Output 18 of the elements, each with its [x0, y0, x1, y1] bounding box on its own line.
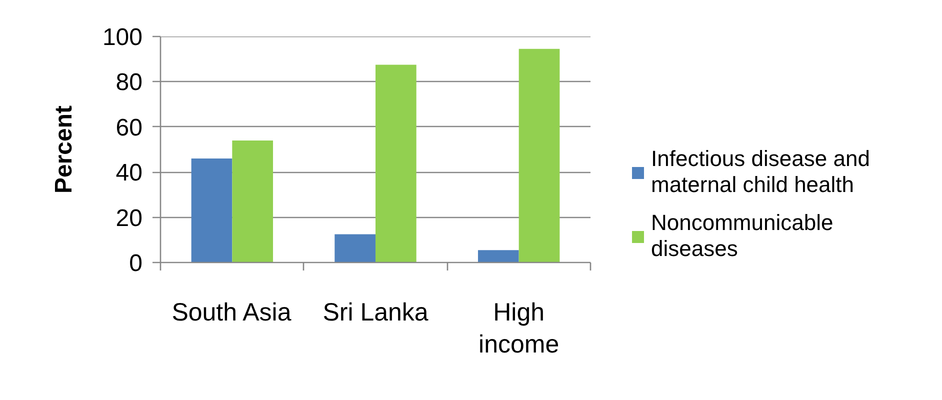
y-tick-label: 60 [116, 114, 143, 142]
bar [232, 140, 274, 262]
legend-label: Noncommunicable diseases [651, 210, 834, 262]
y-tick-label: 20 [116, 204, 143, 232]
bar [518, 48, 560, 262]
bar [191, 158, 232, 262]
bar [376, 64, 416, 262]
bar [334, 234, 376, 262]
x-tick-label: High income [478, 298, 560, 359]
legend-label: Infectious disease and maternal child health [651, 146, 870, 198]
x-tick-label: Sri Lanka [322, 298, 428, 326]
bar [478, 250, 519, 262]
y-tick-label: 0 [129, 250, 143, 277]
y-tick-label: 100 [102, 24, 143, 51]
y-axis-title: Percent [50, 105, 78, 194]
y-tick-label: 40 [116, 160, 143, 187]
y-tick-label: 80 [116, 69, 143, 96]
x-tick-label: South Asia [172, 298, 292, 326]
